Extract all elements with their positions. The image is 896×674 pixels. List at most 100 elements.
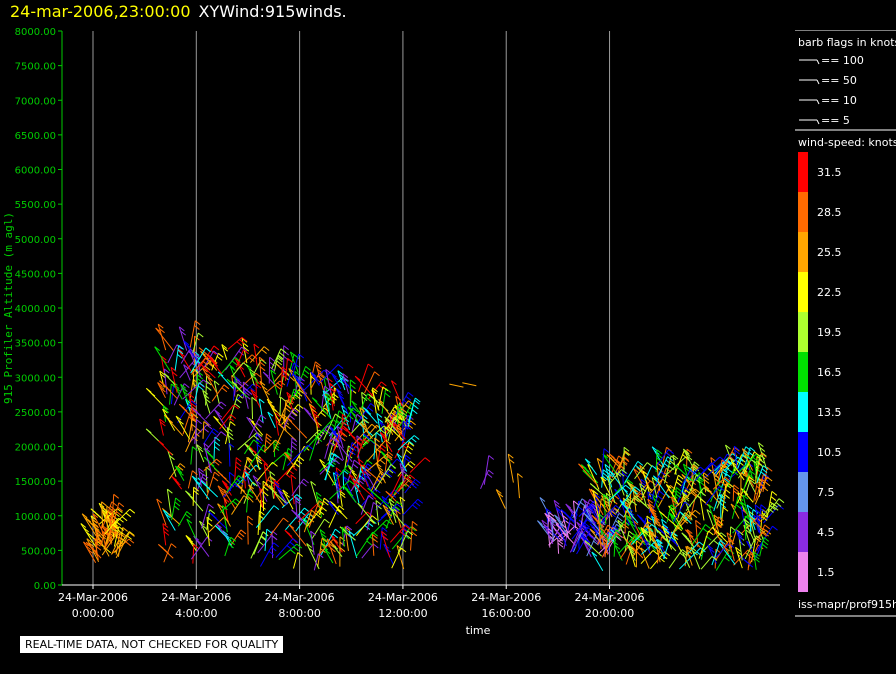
barb-legend-flag	[816, 99, 820, 105]
wind-barb-staff	[735, 547, 743, 569]
wind-barb-flag	[334, 438, 340, 443]
wind-barb-staff	[371, 389, 380, 411]
wind-barb-flag	[407, 463, 414, 469]
wind-barb-flag	[260, 448, 267, 454]
wind-barb-flag	[609, 456, 615, 462]
wind-barb-staff	[326, 538, 337, 565]
wind-barb-flag	[347, 406, 354, 412]
wind-barb-flag	[348, 414, 354, 420]
wind-barb-flag	[758, 527, 765, 533]
wind-barb-flag	[622, 504, 629, 509]
wind-barb-flag	[237, 480, 244, 485]
wind-barb-flag	[754, 451, 760, 457]
wind-barb-flag	[249, 368, 255, 374]
wind-barb-flag	[234, 376, 241, 382]
wind-barb-flag	[189, 540, 195, 546]
wind-barb-staff	[726, 532, 735, 562]
wind-barb-staff	[216, 523, 229, 539]
wind-barb-flag	[326, 393, 332, 399]
wind-barb-flag	[666, 529, 672, 535]
wind-barb-flag	[251, 396, 258, 402]
wind-barb-flag	[311, 397, 318, 403]
wind-barb-flag	[724, 476, 731, 482]
wind-barb-flag	[402, 420, 409, 426]
wind-barb-flag	[728, 537, 734, 543]
wind-barb-flag	[654, 521, 661, 527]
wind-barb-staff	[256, 462, 273, 482]
wind-barb-flag	[217, 404, 224, 410]
wind-barb-flag	[733, 484, 740, 490]
wind-barb-flag	[274, 361, 280, 367]
wind-barb-staff	[682, 448, 694, 469]
wind-barb-flag	[407, 445, 413, 451]
wind-barb-staff	[231, 362, 244, 377]
wind-barb-flag	[396, 458, 403, 464]
wind-barb-staff	[740, 506, 745, 525]
wind-barb-flag	[382, 504, 389, 510]
wind-barb-flag	[669, 460, 676, 466]
wind-barb-flag	[175, 497, 181, 503]
wind-barb-flag	[636, 514, 643, 520]
wind-barb-flag	[128, 538, 135, 544]
wind-barb-flag	[320, 532, 327, 538]
wind-barb-flag	[557, 539, 564, 545]
wind-barb-staff	[189, 320, 196, 348]
wind-barb-flag	[371, 423, 378, 429]
wind-barb-flag	[284, 473, 291, 478]
wind-barb-flag	[267, 479, 274, 485]
wind-barb-staff	[550, 516, 567, 536]
wind-barb-flag	[121, 516, 128, 522]
wind-barb-flag	[117, 506, 123, 512]
wind-barb-flag	[568, 508, 575, 514]
wind-barb-flag	[292, 391, 299, 397]
wind-barb-flag	[371, 515, 378, 521]
wind-barb-flag	[269, 476, 275, 481]
wind-barb-flag	[378, 399, 384, 404]
wind-barb-flag	[583, 512, 589, 518]
x-tick-time: 16:00:00	[482, 607, 531, 620]
wind-barb-flag	[688, 510, 694, 516]
wind-barb-staff	[384, 416, 399, 433]
wind-barb-staff	[639, 483, 647, 507]
wind-barb-flag	[377, 418, 384, 423]
wind-barb-flag	[361, 391, 367, 397]
wind-barb-flag	[628, 510, 635, 516]
wind-barb-flag	[699, 481, 705, 487]
wind-barb-flag	[735, 529, 742, 535]
wind-barb-flag	[171, 476, 178, 481]
wind-barb-flag	[288, 523, 295, 529]
wind-barb-staff	[596, 524, 609, 545]
wind-barb-staff	[157, 382, 166, 399]
wind-barb-flag	[724, 494, 730, 499]
wind-barb-flag	[545, 508, 552, 514]
wind-barb-staff	[235, 464, 257, 487]
wind-barb-staff	[744, 535, 757, 560]
wind-barb-flag	[695, 519, 701, 525]
wind-barb-flag	[517, 473, 523, 478]
wind-barb-flag	[743, 518, 750, 524]
wind-barb-flag	[407, 477, 413, 483]
wind-barb-flag	[375, 399, 382, 405]
wind-barb-staff	[246, 457, 257, 472]
wind-barb-flag	[352, 463, 359, 469]
wind-barb-flag	[721, 471, 728, 476]
speed-color-swatch	[798, 152, 808, 192]
wind-barb-flag	[717, 519, 724, 525]
wind-barb-staff	[394, 441, 405, 459]
x-tick-time: 4:00:00	[175, 607, 217, 620]
wind-barb-staff	[288, 368, 301, 389]
wind-barb-flag	[629, 522, 636, 528]
wind-barb-flag	[541, 519, 548, 525]
wind-barb-flag	[303, 519, 310, 525]
wind-barb-staff	[351, 414, 358, 432]
wind-barb-staff	[363, 474, 375, 498]
wind-barb-flag	[243, 495, 250, 500]
wind-barb-flag	[368, 495, 374, 500]
speed-legend-title: wind-speed: knots	[798, 136, 896, 149]
wind-barb-flag	[696, 551, 702, 557]
wind-barb-flag	[276, 360, 283, 366]
wind-barb-flag	[273, 481, 280, 487]
wind-barb-flag	[656, 549, 663, 555]
wind-barb-flag	[220, 401, 227, 407]
wind-barb-staff	[221, 480, 232, 496]
